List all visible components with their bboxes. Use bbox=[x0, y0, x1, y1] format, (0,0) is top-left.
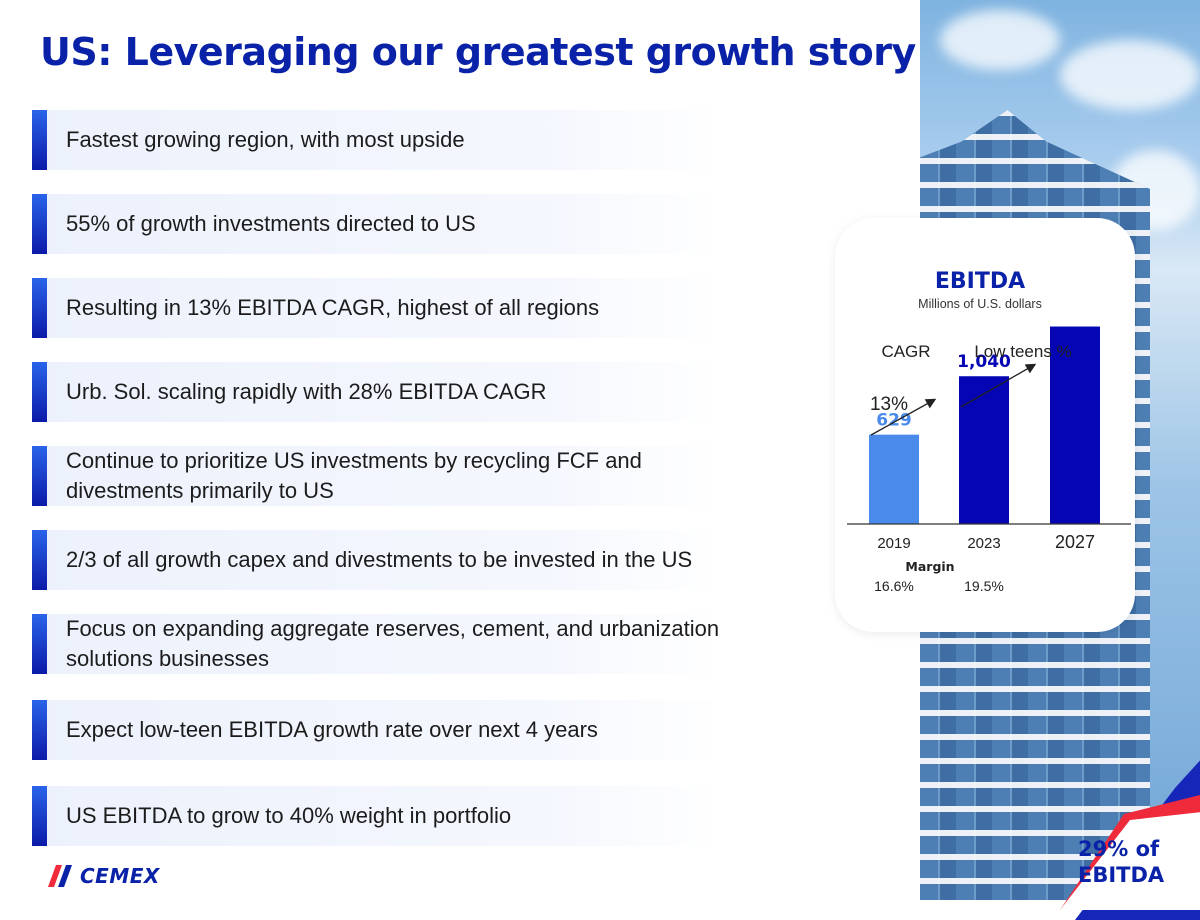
bullet-text: 55% of growth investments directed to US bbox=[66, 211, 476, 236]
chart-title: EBITDA bbox=[935, 269, 1025, 294]
margin-label: Margin bbox=[905, 559, 954, 574]
bullet-accent-bar bbox=[32, 614, 47, 674]
bullet-text: Expect low-teen EBITDA growth rate over … bbox=[66, 717, 598, 742]
x-tick-2027: 2027 bbox=[1055, 532, 1095, 552]
bullet-accent-bar bbox=[32, 530, 47, 590]
bullet-item: 2/3 of all growth capex and divestments … bbox=[32, 530, 722, 590]
cagr-arrow-2023-2027 bbox=[960, 363, 1037, 408]
bullet-item: Resulting in 13% EBITDA CAGR, highest of… bbox=[32, 278, 722, 338]
bullet-text: 2/3 of all growth capex and divestments … bbox=[66, 547, 693, 572]
bullet-accent-bar bbox=[32, 786, 47, 846]
bullet-item: Focus on expanding aggregate reserves, c… bbox=[32, 614, 722, 674]
bullet-item: 55% of growth investments directed to US bbox=[32, 194, 722, 254]
ebitda-bar-chart: EBITDA Millions of U.S. dollars CAGR 629… bbox=[847, 269, 1131, 594]
cemex-logo-icon bbox=[48, 865, 72, 887]
bullet-text: Urb. Sol. scaling rapidly with 28% EBITD… bbox=[66, 379, 547, 404]
bullet-accent-bar bbox=[32, 110, 47, 170]
chart-subtitle: Millions of U.S. dollars bbox=[918, 297, 1042, 311]
bullet-item: US EBITDA to grow to 40% weight in portf… bbox=[32, 786, 722, 846]
ebitda-chart-card: EBITDA Millions of U.S. dollars CAGR 629… bbox=[835, 218, 1135, 632]
x-tick-2019: 2019 bbox=[877, 535, 910, 552]
bullet-accent-bar bbox=[32, 278, 47, 338]
margin-value-2019: 16.6% bbox=[874, 578, 914, 594]
cagr-header: CAGR bbox=[881, 342, 930, 361]
data-label-2019: 629 bbox=[876, 411, 912, 431]
badge-line-1: 29% of bbox=[1078, 837, 1160, 861]
data-label-2023: 1,040 bbox=[957, 352, 1011, 372]
margin-value-2023: 19.5% bbox=[964, 578, 1004, 594]
x-tick-2023: 2023 bbox=[967, 535, 1000, 552]
bar-2019 bbox=[869, 434, 919, 524]
bullet-text: Fastest growing region, with most upside bbox=[66, 127, 465, 152]
cagr-arrow-2019-2023 bbox=[870, 398, 937, 436]
page-title: US: Leveraging our greatest growth story bbox=[40, 30, 916, 74]
bullet-accent-bar bbox=[32, 446, 47, 506]
bar-2027 bbox=[1050, 326, 1100, 524]
bar-2023 bbox=[959, 376, 1009, 524]
bullet-text: Continue to prioritize US investments by… bbox=[66, 448, 642, 503]
bullet-item: Expect low-teen EBITDA growth rate over … bbox=[32, 700, 722, 760]
bullet-item: Continue to prioritize US investments by… bbox=[32, 446, 722, 506]
bullet-item: Fastest growing region, with most upside bbox=[32, 110, 722, 170]
cemex-logo-text: CEMEX bbox=[80, 864, 160, 888]
cagr-value-2019-2023: 13% bbox=[870, 394, 908, 415]
bullet-item: Urb. Sol. scaling rapidly with 28% EBITD… bbox=[32, 362, 722, 422]
badge-line-2: EBITDA bbox=[1078, 863, 1165, 887]
bullet-accent-bar bbox=[32, 700, 47, 760]
bullet-text: Resulting in 13% EBITDA CAGR, highest of… bbox=[66, 295, 600, 320]
cagr-value-2023-2027: Low teens % bbox=[974, 342, 1071, 361]
bullet-text: US EBITDA to grow to 40% weight in portf… bbox=[66, 803, 512, 828]
bullet-accent-bar bbox=[32, 362, 47, 422]
ebitda-share-badge: 29% of EBITDA bbox=[1078, 836, 1164, 888]
cemex-logo: CEMEX bbox=[42, 864, 160, 888]
bullet-text: Focus on expanding aggregate reserves, c… bbox=[66, 616, 720, 671]
bullet-accent-bar bbox=[32, 194, 47, 254]
